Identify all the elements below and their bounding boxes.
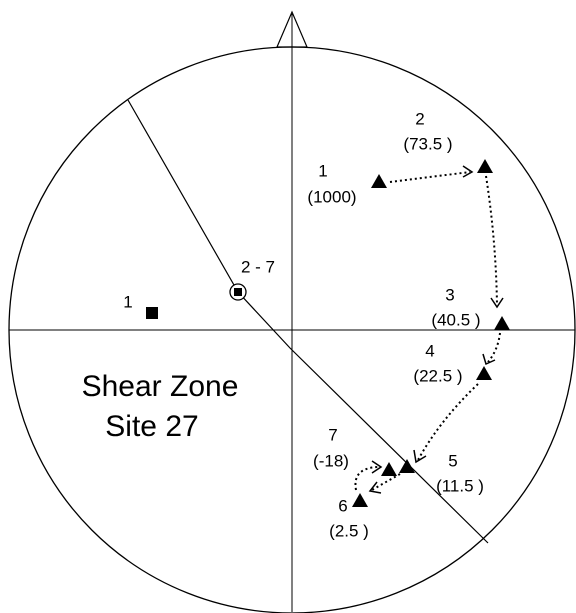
arrow [417, 383, 479, 461]
step-value: (-18) [313, 451, 349, 470]
arrow-head [368, 481, 382, 494]
step-value: (2.5 ) [329, 521, 369, 540]
triangle-point [476, 366, 492, 380]
mean-label: 2 - 7 [241, 257, 275, 276]
arrow [389, 171, 471, 183]
step-value: (40.5 ) [431, 310, 480, 329]
step-value: (11.5 ) [436, 476, 484, 495]
arrow-head [413, 449, 427, 464]
arrow-head [462, 165, 474, 178]
title-line: Site 27 [105, 410, 198, 443]
triangle-point [371, 174, 387, 188]
step-value: (73.5 ) [403, 134, 452, 153]
arrow [371, 473, 401, 491]
arrow-head [482, 353, 496, 366]
demag-steps: 1 (1000) 2 (73.5 ) 3 (40.5 ) 4 (22.5 ) 5 (11.5 ) 6… [307, 109, 510, 540]
step-label: 1 [318, 161, 327, 180]
step-value: (22.5 ) [413, 366, 462, 385]
mean-square [234, 288, 242, 296]
step-label: 3 [445, 285, 454, 304]
step-label: 2 [415, 109, 424, 128]
great-circle [127, 99, 489, 544]
step-label: 4 [425, 341, 434, 360]
arrow [487, 332, 501, 363]
arrows [354, 165, 504, 494]
triangle-point [494, 316, 510, 330]
arrow-head [490, 297, 504, 309]
step-label: 5 [448, 451, 457, 470]
title-line: Shear Zone [82, 370, 239, 403]
triangle-point [399, 459, 415, 473]
step-value: (1000) [307, 187, 356, 206]
square-point [146, 307, 158, 319]
triangle-point [477, 159, 493, 173]
square-label: 1 [123, 292, 132, 311]
step-label: 7 [328, 425, 337, 444]
triangle-point [381, 462, 397, 476]
step-label: 6 [338, 496, 347, 515]
arrow-head [371, 460, 383, 474]
triangle-point [352, 493, 368, 507]
arrow [485, 175, 498, 306]
